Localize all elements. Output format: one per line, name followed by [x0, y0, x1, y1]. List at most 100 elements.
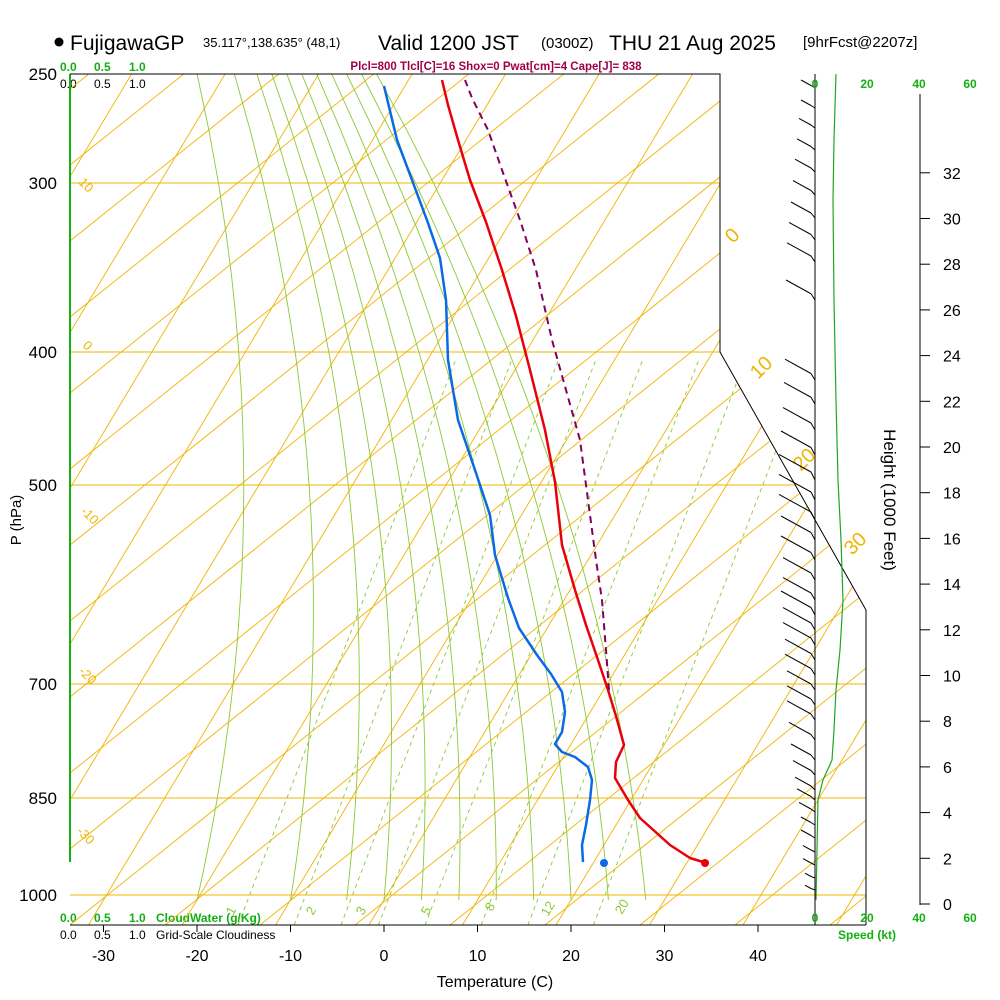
- speed-bottom-0: 0: [812, 911, 819, 925]
- mixing-ratio-line: [377, 359, 597, 925]
- wind-barb-flag: [788, 221, 812, 235]
- dry-adiabat-line: [70, 74, 565, 925]
- moist-adiabat-line: [376, 74, 647, 901]
- height-tick-label: 18: [943, 486, 961, 503]
- isotherm-line: [649, 74, 866, 925]
- wind-barb-flag: [785, 279, 812, 295]
- wind-barb: [804, 884, 816, 891]
- wind-barb: [786, 700, 816, 721]
- wind-barb-staff: [810, 396, 816, 405]
- height-tick-label: 0: [943, 897, 952, 914]
- dry-adiabat-label: 10: [76, 175, 97, 196]
- isotherm-line: [88, 74, 600, 925]
- wind-barb-staff: [810, 572, 816, 581]
- wind-barb: [784, 638, 816, 661]
- cloudiness-label: Grid-Scale Cloudiness: [156, 928, 275, 942]
- surface-dewpoint-dot: [600, 859, 608, 867]
- height-tick-label: 22: [943, 394, 961, 411]
- wind-barb: [780, 590, 816, 616]
- valid-time: Valid 1200 JST: [378, 32, 519, 55]
- isotherm-line: [555, 74, 866, 925]
- dry-adiabat-line: [449, 74, 866, 925]
- speed-scale-top: 0 20 40 60: [812, 77, 977, 91]
- station-coords: 35.117°,138.635° (48,1): [203, 35, 340, 50]
- wind-barb-staff: [810, 668, 816, 676]
- wind-barb-flag: [804, 884, 812, 889]
- speed-scale-bottom: 0 20 40 60 Speed (kt): [812, 911, 977, 942]
- valid-utc: (0300Z): [541, 35, 594, 52]
- wind-barb: [778, 473, 816, 501]
- wind-barb-staff: [810, 876, 816, 879]
- dry-adiabat-line: [259, 74, 866, 925]
- dry-adiabat-line: [70, 74, 280, 925]
- wind-barb: [782, 407, 816, 431]
- moist-adiabat-line: [346, 74, 572, 901]
- wind-barb-staff: [810, 822, 816, 826]
- wind-barb-staff: [810, 422, 816, 431]
- dry-adiabat-label: 0: [80, 338, 96, 354]
- wind-barb-flag: [794, 776, 812, 787]
- wind-barb-staff: [810, 785, 816, 791]
- temperature-tick-label: -10: [279, 948, 302, 965]
- speed-axis-label: Speed (kt): [838, 928, 896, 942]
- wind-barb: [794, 776, 816, 791]
- dry-adiabat-label: -30: [74, 824, 98, 848]
- wind-barb-staff: [810, 698, 816, 706]
- dry-adiabat-line: [70, 74, 470, 925]
- dry-adiabat-line: [70, 74, 185, 925]
- pressure-tick-label: 1000: [19, 886, 57, 905]
- wind-barb-flag: [786, 685, 812, 700]
- height-tick-label: 28: [943, 257, 961, 274]
- station-name: FujigawaGP: [70, 32, 184, 55]
- wind-barb-flag: [790, 743, 812, 756]
- wind-barb-staff: [810, 532, 816, 541]
- dry-adiabat-line: [70, 74, 866, 925]
- wind-barb-staff: [810, 167, 816, 173]
- wind-barb-staff: [810, 190, 816, 196]
- wind-barb: [788, 721, 816, 741]
- wind-barb-flag: [792, 180, 812, 191]
- mixing-ratio-line: [480, 359, 700, 925]
- wind-barb-flag: [802, 845, 812, 851]
- speed-top-20: 20: [860, 77, 874, 91]
- height-axis-label: Height (1000 Feet): [880, 429, 899, 571]
- wind-barb: [798, 801, 816, 813]
- cloud-scale-top-green-0: 0.0: [60, 60, 77, 74]
- temperature-tick-label: -20: [185, 948, 208, 965]
- wind-barb-flag: [800, 816, 812, 823]
- cloud-scale-top-green-1: 0.5: [94, 60, 111, 74]
- wind-barb-flag: [786, 670, 812, 685]
- isotherm-line: [70, 74, 413, 925]
- wind-barb-flag: [780, 535, 812, 553]
- moist-adiabat-line: [286, 74, 426, 901]
- wind-barb: [784, 653, 816, 676]
- wind-barb: [796, 138, 816, 151]
- wind-barb-staff: [810, 808, 816, 813]
- wind-barb: [796, 788, 816, 801]
- cloud-scale-bottom-green-0: 0.0: [60, 911, 77, 925]
- isotherm-line: [275, 74, 787, 925]
- wind-barb-staff: [810, 637, 816, 646]
- wind-barb: [778, 493, 816, 521]
- wind-barb-flag: [794, 158, 812, 169]
- height-tick-label: 26: [943, 303, 961, 320]
- station-marker-icon: [54, 37, 64, 47]
- isotherm-line: [70, 74, 226, 925]
- wind-barb-staff: [810, 105, 816, 109]
- height-tick-label: 8: [943, 714, 952, 731]
- pressure-tick-label: 250: [29, 65, 57, 84]
- wind-barb-staff: [810, 146, 816, 151]
- height-tick-label: 2: [943, 851, 952, 868]
- speed-top-60: 60: [963, 77, 977, 91]
- wind-barb-flag: [792, 760, 812, 771]
- wind-barb-flag: [782, 407, 812, 424]
- temperature-tick-label: 0: [380, 948, 389, 965]
- wind-barb: [786, 670, 816, 691]
- moist-adiabat-line: [331, 74, 535, 901]
- mixing-ratio-label: 20: [612, 896, 632, 916]
- wind-barb: [802, 858, 816, 866]
- sounding-traces: [382, 79, 709, 867]
- temperature-trace: [440, 79, 704, 864]
- dry-adiabat-line: [70, 74, 866, 925]
- dry-adiabat-line: [70, 74, 850, 925]
